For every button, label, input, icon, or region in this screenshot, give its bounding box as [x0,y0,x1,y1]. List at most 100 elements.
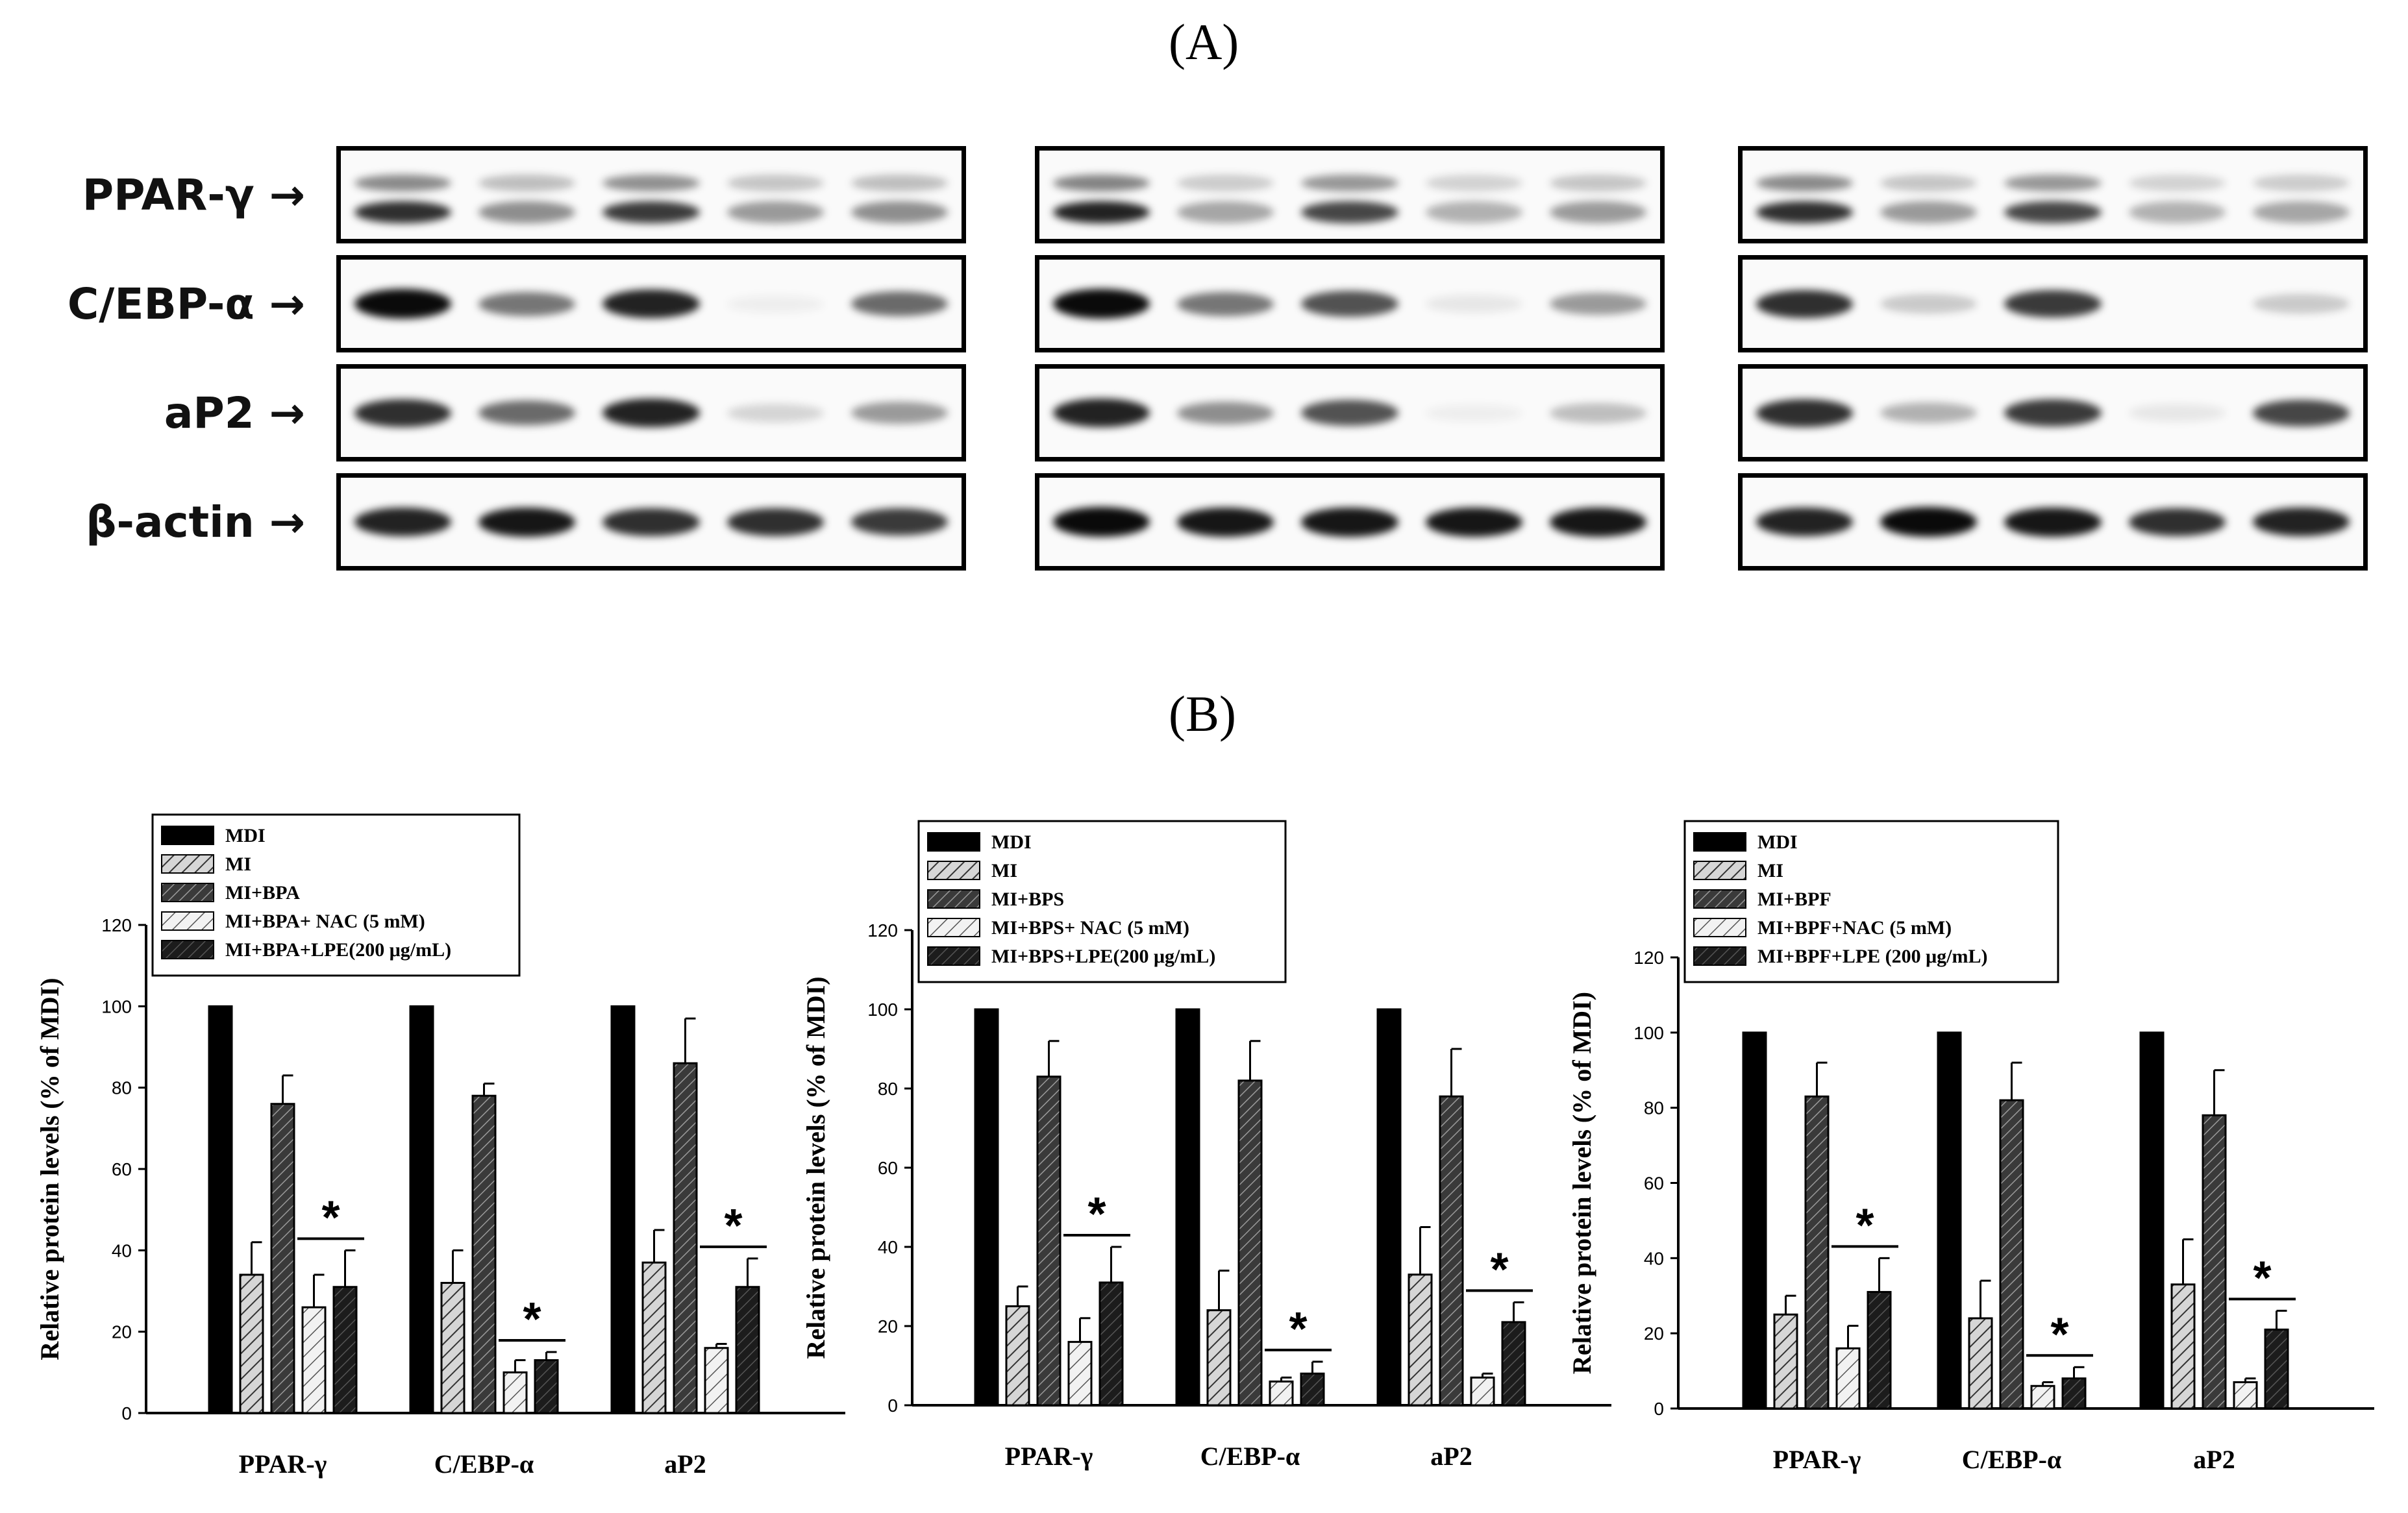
blot-ppar-gamma-group-1 [336,146,966,243]
y-tick-label: 0 [887,1396,898,1416]
blot-band [2004,175,2102,191]
blot-band [1880,294,1978,314]
bar [440,1281,465,1414]
blot-band [354,175,452,191]
bar [610,1005,636,1414]
blot-band [1053,289,1150,319]
y-axis-label: Relative protein levels (% of MDI) [1567,992,1596,1374]
blot-band [726,201,824,223]
blot-band [2128,404,2226,422]
bar [239,1273,264,1414]
blot-beta-actin-group-2 [1035,473,1665,571]
blot-band [354,399,452,427]
blot-band [2252,294,2350,314]
bar [1300,1372,1325,1407]
blot-band [354,508,452,536]
significance-star: * [1289,1303,1307,1355]
blot-band [1425,295,1522,313]
legend-swatch [1693,946,1746,966]
blot-band [602,399,700,427]
blot-band [478,175,576,191]
blot-band [726,403,824,423]
legend-box [1683,820,2059,983]
bar [1175,1008,1200,1407]
blot-label-ap2: aP2 → [164,388,305,438]
blot-band [1301,175,1398,191]
blot-band [1425,201,1522,223]
y-tick-label: 0 [1654,1399,1664,1419]
blot-band [1301,291,1398,317]
bar [1501,1321,1526,1407]
legend-entry: MI+BPA [225,882,300,904]
category-label: aP2 [2193,1445,2235,1474]
blot-band [2128,175,2226,191]
legend-entry: MDI [1757,831,1798,853]
legend-entry: MI+BPF+LPE (200 μg/mL) [1757,946,1988,967]
bar [1269,1380,1294,1407]
bar [1773,1313,1798,1410]
blot-band [726,295,824,313]
y-tick-label: 40 [1644,1248,1664,1268]
significance-star: * [724,1200,742,1252]
blot-band [2004,399,2102,426]
legend-swatch [1693,918,1746,937]
significance-star: * [2253,1252,2271,1304]
blot-band [1301,507,1398,537]
legend-entry: MI [225,854,251,875]
category-label: PPAR-γ [1005,1442,1093,1471]
blot-band [1053,201,1150,223]
blot-band [1425,404,1522,422]
blot-band [1549,507,1646,537]
y-tick-label: 80 [112,1078,132,1098]
legend-swatch [161,883,214,902]
legend-swatch [161,911,214,931]
blot-band [2004,201,2102,223]
blot-label-beta-actin: β-actin → [86,497,305,547]
category-label: C/EBP-α [1962,1445,2061,1474]
blot-cebp-alpha-group-3 [1738,255,2368,352]
category-label: aP2 [1430,1442,1472,1471]
y-tick-label: 20 [1644,1323,1664,1344]
blot-ap2-group-3 [1738,364,2368,461]
bar [641,1261,667,1414]
blot-band [1880,175,1978,191]
blot-band [602,201,700,223]
bar [1067,1340,1093,1407]
significance-star: * [2050,1309,2068,1360]
legend-swatch [927,946,980,966]
blot-ppar-gamma-group-3 [1738,146,2368,243]
legend-entry: MI+BPS+LPE(200 μg/mL) [991,946,1215,967]
significance-star: * [523,1294,541,1346]
blot-beta-actin-group-1 [336,473,966,571]
blot-band [1756,175,1854,191]
blot-band [1425,507,1522,537]
y-tick-label: 120 [101,915,132,935]
blot-ap2-group-2 [1035,364,1665,461]
legend-swatch [927,889,980,909]
blot-band [478,507,576,537]
legend-swatch [1693,861,1746,880]
blot-band [602,289,700,318]
blot-band [2252,399,2350,426]
bar [1408,1273,1433,1407]
bar [1439,1095,1464,1407]
blot-band [1549,175,1646,191]
blot-band [850,201,948,223]
bar [1036,1076,1061,1407]
legend-swatch [1693,832,1746,852]
bar [471,1094,497,1414]
blot-band [1177,175,1274,191]
blot-band [354,289,452,319]
bar [1206,1309,1232,1407]
y-tick-label: 100 [101,996,132,1016]
bar [2139,1031,2165,1410]
blot-label-ppar-gamma: PPAR-γ → [82,170,305,220]
bar [1999,1099,2024,1410]
blot-band [2004,507,2102,537]
legend-entry: MDI [991,831,1032,853]
y-tick-label: 40 [878,1237,898,1257]
y-tick-label: 40 [112,1240,132,1261]
bar [409,1005,434,1414]
blot-band [1756,201,1854,223]
significance-star: * [1490,1244,1508,1296]
